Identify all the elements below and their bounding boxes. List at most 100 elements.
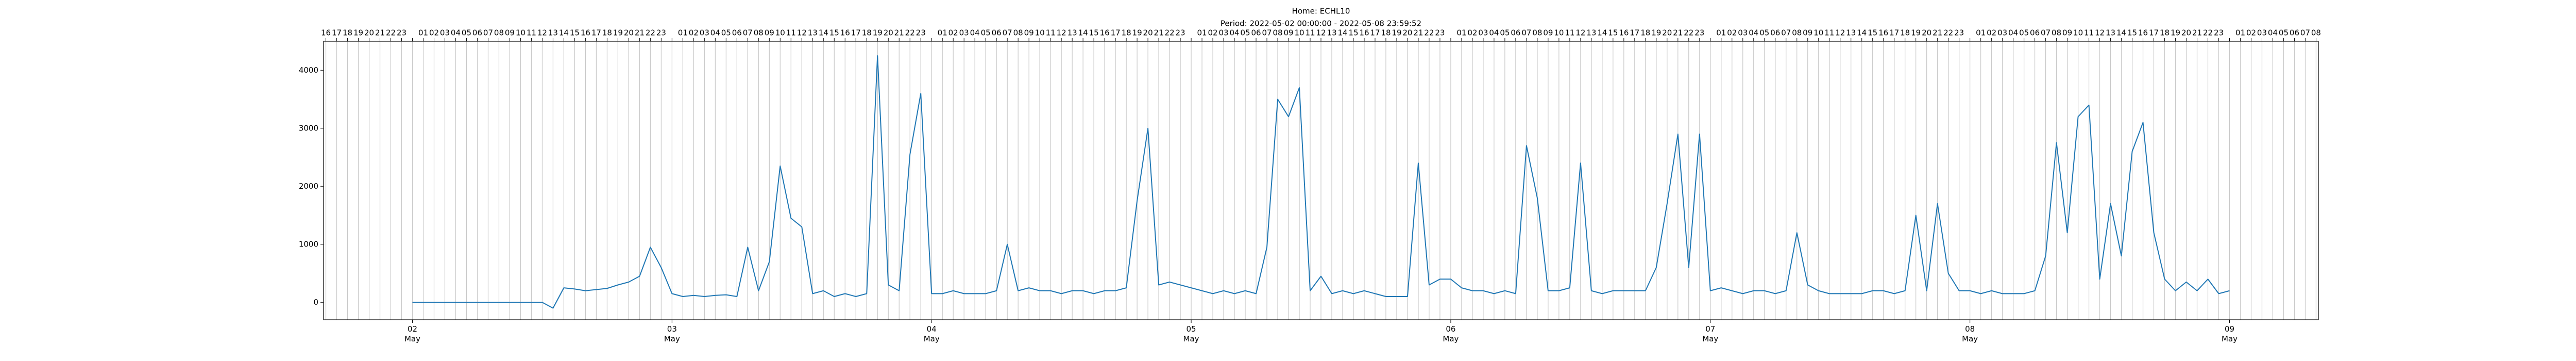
top-tick-label: 18 bbox=[1381, 28, 1391, 38]
top-tick-label: 23 bbox=[2214, 28, 2224, 38]
top-tick-label: 03 bbox=[959, 28, 969, 38]
top-tick-label: 04 bbox=[1749, 28, 1758, 38]
top-tick-label: 22 bbox=[1943, 28, 1953, 38]
top-tick-label: 21 bbox=[1673, 28, 1683, 38]
top-tick-label: 13 bbox=[1327, 28, 1336, 38]
top-tick-label: 14 bbox=[819, 28, 828, 38]
top-tick-label: 05 bbox=[981, 28, 991, 38]
top-tick-label: 12 bbox=[797, 28, 807, 38]
top-tick-label: 17 bbox=[1370, 28, 1380, 38]
top-tick-label: 13 bbox=[1846, 28, 1856, 38]
top-tick-label: 17 bbox=[1889, 28, 1899, 38]
y-tick-label: 4000 bbox=[299, 65, 318, 75]
top-tick-label: 19 bbox=[353, 28, 363, 38]
top-tick-label: 08 bbox=[2052, 28, 2061, 38]
top-tick-label: 09 bbox=[505, 28, 515, 38]
top-tick-label: 23 bbox=[1176, 28, 1185, 38]
top-tick-label: 14 bbox=[1337, 28, 1347, 38]
top-tick-label: 08 bbox=[1273, 28, 1282, 38]
top-tick-label: 05 bbox=[1500, 28, 1510, 38]
top-tick-label: 20 bbox=[1922, 28, 1931, 38]
top-tick-label: 03 bbox=[1219, 28, 1229, 38]
top-tick-label: 12 bbox=[1316, 28, 1326, 38]
top-tick-label: 16 bbox=[321, 28, 331, 38]
top-tick-label: 01 bbox=[2235, 28, 2245, 38]
top-tick-label: 07 bbox=[743, 28, 753, 38]
top-tick-label: 16 bbox=[1878, 28, 1888, 38]
top-tick-label: 17 bbox=[591, 28, 601, 38]
top-tick-label: 19 bbox=[613, 28, 623, 38]
top-tick-label: 01 bbox=[938, 28, 947, 38]
top-tick-label: 02 bbox=[1467, 28, 1477, 38]
top-tick-label: 03 bbox=[1738, 28, 1748, 38]
top-tick-label: 08 bbox=[1792, 28, 1802, 38]
top-tick-label: 14 bbox=[1857, 28, 1867, 38]
top-tick-label: 19 bbox=[873, 28, 883, 38]
top-tick-label: 18 bbox=[1640, 28, 1650, 38]
top-tick-label: 16 bbox=[2138, 28, 2148, 38]
top-tick-label: 15 bbox=[1868, 28, 1877, 38]
top-tick-label: 17 bbox=[1111, 28, 1121, 38]
y-tick-label: 3000 bbox=[299, 123, 318, 133]
top-tick-label: 04 bbox=[2268, 28, 2278, 38]
top-tick-label: 02 bbox=[1987, 28, 1996, 38]
top-tick-label: 21 bbox=[2192, 28, 2202, 38]
top-tick-label: 10 bbox=[1035, 28, 1045, 38]
top-tick-label: 21 bbox=[1154, 28, 1164, 38]
y-tick-label: 2000 bbox=[299, 182, 318, 191]
top-tick-label: 08 bbox=[754, 28, 764, 38]
top-tick-label: 07 bbox=[2300, 28, 2310, 38]
top-tick-label: 09 bbox=[765, 28, 774, 38]
top-tick-label: 22 bbox=[1165, 28, 1175, 38]
top-tick-label: 15 bbox=[1348, 28, 1358, 38]
top-tick-label: 23 bbox=[397, 28, 406, 38]
top-tick-label: 02 bbox=[1208, 28, 1218, 38]
top-tick-label: 02 bbox=[948, 28, 958, 38]
top-tick-label: 16 bbox=[1619, 28, 1629, 38]
top-tick-label: 20 bbox=[624, 28, 634, 38]
top-tick-label: 13 bbox=[548, 28, 558, 38]
top-tick-label: 04 bbox=[1489, 28, 1499, 38]
top-tick-label: 22 bbox=[1424, 28, 1434, 38]
top-tick-label: 06 bbox=[1511, 28, 1520, 38]
top-tick-label: 12 bbox=[1057, 28, 1066, 38]
top-tick-label: 21 bbox=[1413, 28, 1423, 38]
top-tick-label: 07 bbox=[1262, 28, 1272, 38]
top-tick-label: 10 bbox=[775, 28, 785, 38]
y-tick-label: 1000 bbox=[299, 239, 318, 249]
top-tick-label: 05 bbox=[2279, 28, 2289, 38]
top-tick-label: 06 bbox=[2290, 28, 2299, 38]
top-tick-label: 20 bbox=[1402, 28, 1412, 38]
top-tick-label: 13 bbox=[808, 28, 818, 38]
top-tick-label: 01 bbox=[418, 28, 428, 38]
top-tick-label: 22 bbox=[1684, 28, 1693, 38]
top-tick-label: 01 bbox=[1716, 28, 1726, 38]
top-tick-label: 12 bbox=[537, 28, 547, 38]
x-tick-label: 06 May bbox=[1443, 324, 1459, 343]
top-tick-label: 12 bbox=[1575, 28, 1585, 38]
top-tick-label: 04 bbox=[710, 28, 720, 38]
top-tick-label: 05 bbox=[1759, 28, 1769, 38]
top-tick-label: 11 bbox=[2084, 28, 2094, 38]
top-tick-label: 11 bbox=[527, 28, 536, 38]
top-tick-label: 04 bbox=[1230, 28, 1240, 38]
top-tick-label: 17 bbox=[2149, 28, 2159, 38]
top-tick-label: 01 bbox=[1976, 28, 1986, 38]
top-tick-label: 14 bbox=[1597, 28, 1607, 38]
top-tick-label: 06 bbox=[472, 28, 482, 38]
top-tick-label: 23 bbox=[1954, 28, 1964, 38]
top-tick-label: 18 bbox=[343, 28, 352, 38]
x-tick-label: 09 May bbox=[2221, 324, 2238, 343]
top-tick-label: 17 bbox=[1630, 28, 1639, 38]
top-tick-label: 06 bbox=[1770, 28, 1780, 38]
top-tick-label: 18 bbox=[602, 28, 612, 38]
top-tick-label: 19 bbox=[1132, 28, 1142, 38]
top-tick-label: 16 bbox=[1100, 28, 1110, 38]
top-tick-label: 01 bbox=[1197, 28, 1207, 38]
top-tick-label: 07 bbox=[483, 28, 493, 38]
top-tick-label: 01 bbox=[1456, 28, 1466, 38]
top-tick-label: 19 bbox=[1392, 28, 1401, 38]
top-tick-label: 15 bbox=[1608, 28, 1618, 38]
